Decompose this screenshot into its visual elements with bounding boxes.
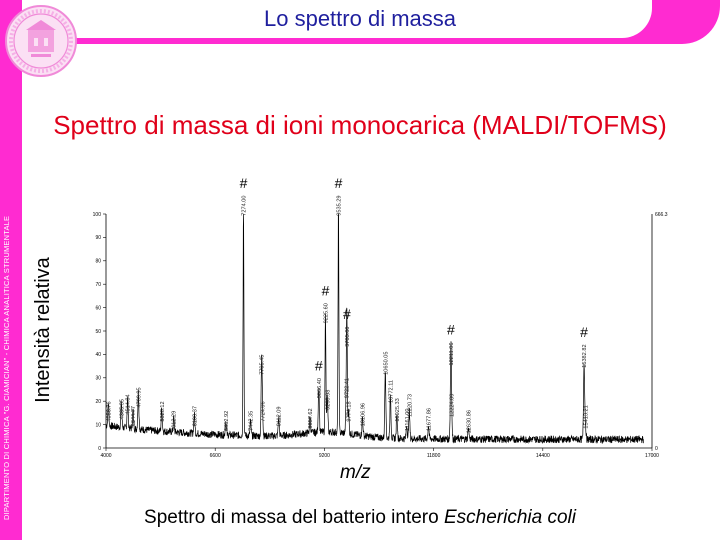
x-tick-label: 6600 [210, 453, 221, 459]
peak-hash-marker: # [315, 358, 323, 374]
y-tick-label: 80 [95, 259, 101, 265]
peak-label: 15382.82 [582, 344, 588, 367]
peak-label: 9535.29 [336, 195, 342, 215]
peak-label: 11220.73 [407, 394, 413, 417]
peak-label: 4056.76 [106, 401, 112, 421]
peak-label: 10106.96 [360, 403, 366, 426]
university-seal-logo [5, 5, 77, 77]
x-tick-label: 4000 [100, 453, 111, 459]
peak-label: 10650.05 [383, 351, 389, 374]
peak-label: 12630.86 [466, 410, 472, 433]
peak-label: 11677.86 [426, 408, 432, 431]
left-accent-bar [0, 0, 22, 540]
peak-label: 9268.98 [325, 390, 331, 410]
y-tick-label: 0 [98, 446, 101, 452]
spectrum-trace [105, 213, 644, 445]
caption-text: Spettro di massa del batterio intero [144, 507, 444, 528]
y-tick-label: 30 [95, 376, 101, 382]
header-inner [22, 0, 652, 38]
peak-label: 7724.06 [260, 401, 266, 421]
y-tick-label: 40 [95, 352, 101, 358]
peak-label: 4644.77 [131, 406, 137, 426]
peak-hash-marker: # [580, 324, 588, 340]
peak-label: 7705.45 [260, 355, 266, 375]
y-tick-label: 20 [95, 399, 101, 405]
peak-label: 9735.60 [345, 326, 351, 346]
peak-label: 5612.29 [172, 411, 178, 431]
peak-hash-marker: # [322, 283, 330, 299]
caption-species: Escherichia coli [443, 507, 576, 528]
y-tick-label: 60 [95, 305, 101, 311]
peak-label: 12224.09 [449, 394, 455, 417]
peak-label: 11161.00 [405, 408, 411, 431]
peak-label: 9066.40 [317, 378, 323, 398]
peak-label: 10772.11 [388, 380, 394, 403]
peak-label: 9722.41 [344, 378, 350, 398]
x-tick-label: 17000 [645, 453, 659, 459]
peak-label: 10925.33 [395, 398, 401, 421]
peak-label: 8112.09 [277, 406, 283, 426]
peak-label: 4514.84 [126, 394, 132, 414]
peak-label: 4769.95 [136, 387, 142, 407]
peak-hash-marker: # [447, 322, 455, 338]
y-axis-label: Intensità relativa [32, 257, 54, 403]
peak-label: 9225.60 [323, 303, 329, 323]
peak-label: 6852.92 [224, 411, 230, 431]
peak-label: 7274.00 [242, 195, 248, 215]
slide-heading: Spettro di massa di ioni monocarica (MAL… [53, 110, 667, 140]
y-tick-label: 50 [95, 329, 101, 335]
peak-label: 6103.37 [192, 406, 198, 426]
peak-label: 8857.62 [308, 408, 314, 428]
x-axis-label: m/z [340, 462, 371, 483]
y-tick-label: 100 [93, 212, 102, 218]
peak-label: 15413.21 [583, 405, 589, 428]
slide-title: Lo spettro di massa [264, 6, 456, 31]
peak-label: 7442.35 [249, 411, 255, 431]
peak-hash-marker: # [335, 175, 343, 191]
right-axis-bottom-label: 0 [655, 446, 658, 452]
peak-label: 5328.12 [160, 401, 166, 421]
y-tick-label: 70 [95, 282, 101, 288]
figure-caption: Spettro di massa del batterio intero Esc… [0, 507, 720, 529]
y-tick-label: 10 [95, 422, 101, 428]
right-axis-top-label: 666.3 [655, 212, 668, 218]
peak-hash-marker: # [240, 175, 248, 191]
x-tick-label: 11800 [427, 453, 441, 459]
peak-label: 4365.35 [119, 399, 125, 419]
y-tick-label: 90 [95, 235, 101, 241]
peak-hash-marker: # [343, 306, 351, 322]
x-tick-label: 9200 [319, 453, 330, 459]
peak-label: 9774.18 [347, 401, 353, 421]
x-tick-label: 14400 [536, 453, 550, 459]
peak-label: 12211.06 [449, 343, 455, 366]
